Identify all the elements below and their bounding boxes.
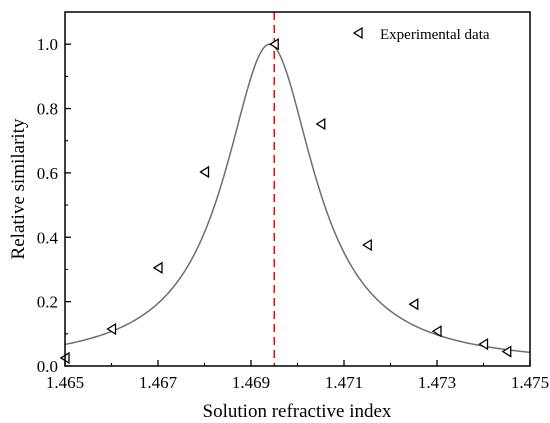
x-tick-label: 1.469: [232, 373, 270, 392]
legend-marker: [354, 28, 362, 38]
x-tick-label: 1.473: [418, 373, 456, 392]
data-point: [201, 167, 209, 177]
x-axis-label: Solution refractive index: [203, 401, 392, 422]
data-point: [154, 263, 162, 273]
y-tick-label: 0.6: [37, 164, 58, 183]
plot-frame: [65, 12, 530, 366]
fit-curve: [65, 44, 530, 352]
y-tick-label: 0.4: [37, 228, 59, 247]
data-point: [410, 299, 418, 309]
legend-label: Experimental data: [380, 27, 490, 43]
y-tick-label: 0.0: [37, 357, 58, 376]
y-tick-label: 0.2: [37, 293, 58, 312]
x-tick-label: 1.467: [139, 373, 178, 392]
data-point: [503, 347, 511, 357]
x-tick-label: 1.471: [325, 373, 363, 392]
x-tick-label: 1.475: [511, 373, 549, 392]
legend: Experimental data: [354, 27, 490, 43]
data-point: [363, 240, 371, 250]
data-point: [317, 119, 325, 129]
y-axis-label: Relative similarity: [8, 118, 29, 259]
y-tick-label: 0.8: [37, 100, 58, 119]
data-point: [480, 339, 488, 349]
y-tick-label: 1.0: [37, 35, 58, 54]
